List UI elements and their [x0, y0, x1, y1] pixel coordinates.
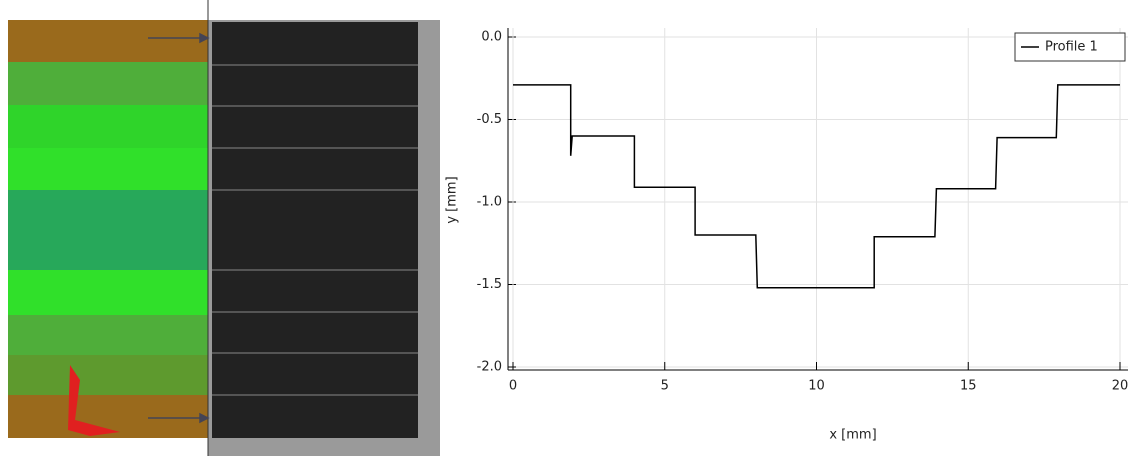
plot-area: [508, 28, 1128, 370]
y-axis-label: y [mm]: [445, 176, 460, 223]
x-tick-label: 20: [1112, 379, 1129, 394]
x-axis-label: x [mm]: [829, 428, 876, 443]
x-tick-label: 5: [661, 379, 669, 394]
y-tick-label: -1.0: [477, 195, 502, 210]
left-images: [8, 0, 440, 456]
x-tick-label: 15: [960, 379, 977, 394]
y-tick-label: -0.5: [477, 112, 502, 127]
legend-label: Profile 1: [1045, 40, 1098, 55]
x-tick-label: 10: [808, 379, 825, 394]
profile-line: [513, 84, 1120, 289]
y-tick-label: -1.5: [477, 277, 502, 292]
x-tick-label: 0: [509, 379, 517, 394]
y-tick-label: 0.0: [481, 30, 502, 45]
y-tick-label: -2.0: [477, 360, 502, 375]
